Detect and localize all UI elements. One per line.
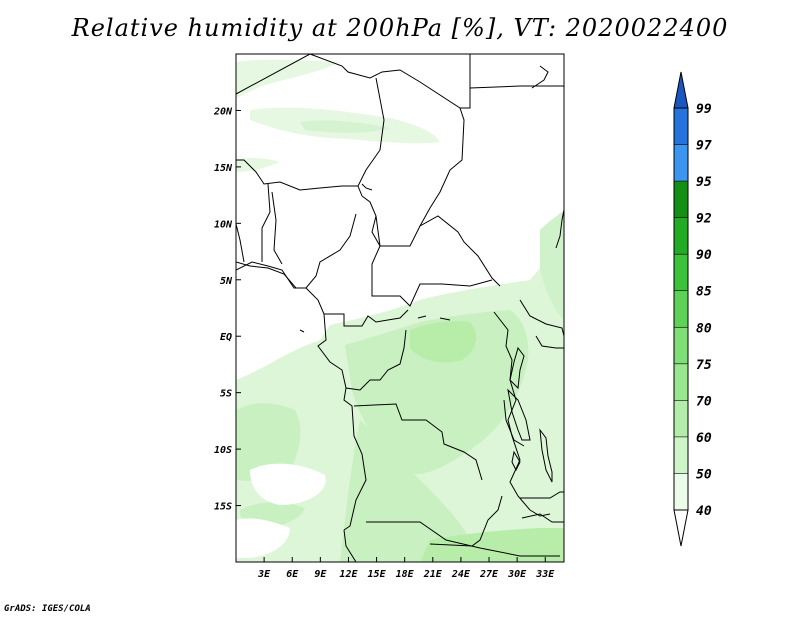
colorbar-segment: [674, 436, 688, 474]
colorbar-level-label: 90: [696, 248, 712, 263]
map-frame: [235, 53, 565, 563]
lat-label: 10S: [214, 445, 232, 456]
humidity-region: [420, 528, 564, 562]
lon-label: 33E: [535, 569, 555, 580]
grads-credit: GrADS: IGES/COLA: [4, 604, 91, 614]
lat-label: 5N: [220, 276, 233, 287]
humidity-region: [410, 321, 477, 363]
colorbar-over-arrow: [673, 71, 689, 109]
colorbar-segment: [674, 254, 688, 291]
lon-label: 18E: [396, 569, 415, 580]
colorbar-level-label: 99: [696, 102, 712, 117]
latitude-labels: 20N 15N 10N 5N EQ 5S 10S 15S: [213, 106, 233, 512]
colorbar-level-label: 85: [696, 285, 712, 300]
colorbar-level-label: 95: [696, 175, 712, 190]
colorbar-segment: [674, 217, 688, 255]
dry-patch: [250, 463, 326, 505]
colorbar-level-label: 80: [696, 321, 712, 336]
lon-label: 30E: [507, 569, 527, 580]
colorbar: 40 50 60 70 75 80 85 90 92 95 97 99: [673, 71, 712, 547]
country-boundaries: [236, 54, 564, 562]
colorbar-segment: [674, 290, 688, 328]
humidity-region: [340, 420, 564, 562]
lat-label: 10N: [214, 219, 233, 230]
lon-label: 3E: [257, 569, 271, 580]
colorbar-segment: [674, 400, 688, 437]
colorbar-level-label: 60: [696, 431, 712, 446]
colorbar-segment: [674, 144, 688, 182]
axis-ticks: [236, 109, 546, 562]
lat-label: 20N: [213, 106, 233, 117]
lon-label: 24E: [451, 569, 471, 580]
lon-label: 21E: [423, 569, 443, 580]
longitude-labels: 3E 6E 9E 12E 15E 18E 21E 24E 27E 30E 33E: [257, 569, 555, 580]
humidity-streak: [300, 120, 390, 133]
colorbar-level-label: 50: [696, 467, 712, 482]
lon-label: 15E: [368, 569, 387, 580]
colorbar-under-arrow: [673, 509, 689, 547]
humidity-region: [345, 310, 529, 474]
lat-label: EQ: [220, 332, 232, 343]
lat-label: 5S: [220, 389, 232, 400]
colorbar-segment: [674, 327, 688, 364]
lat-label: 15S: [214, 502, 232, 513]
humidity-fields: [236, 59, 564, 562]
colorbar-segment: [674, 473, 688, 510]
colorbar-level-label: 70: [696, 394, 712, 409]
lon-label: 27E: [479, 569, 499, 580]
colorbar-segment: [674, 108, 688, 145]
colorbar-level-label: 40: [696, 504, 712, 519]
lon-label: 9E: [314, 569, 327, 580]
humidity-region: [236, 403, 301, 481]
lon-label: 6E: [286, 569, 299, 580]
map-title: Relative humidity at 200hPa [%], VT: 202…: [71, 14, 729, 42]
lat-label: 15N: [214, 163, 233, 174]
colorbar-segment: [674, 181, 688, 218]
lon-label: 12E: [339, 569, 358, 580]
colorbar-level-label: 97: [696, 139, 712, 154]
colorbar-segment: [674, 363, 688, 401]
dry-patch: [236, 518, 290, 558]
humidity-band: [540, 210, 564, 320]
humidity-streak: [236, 59, 340, 98]
colorbar-level-label: 75: [696, 358, 712, 373]
humidity-streak: [236, 157, 280, 172]
colorbar-level-label: 92: [696, 212, 712, 227]
